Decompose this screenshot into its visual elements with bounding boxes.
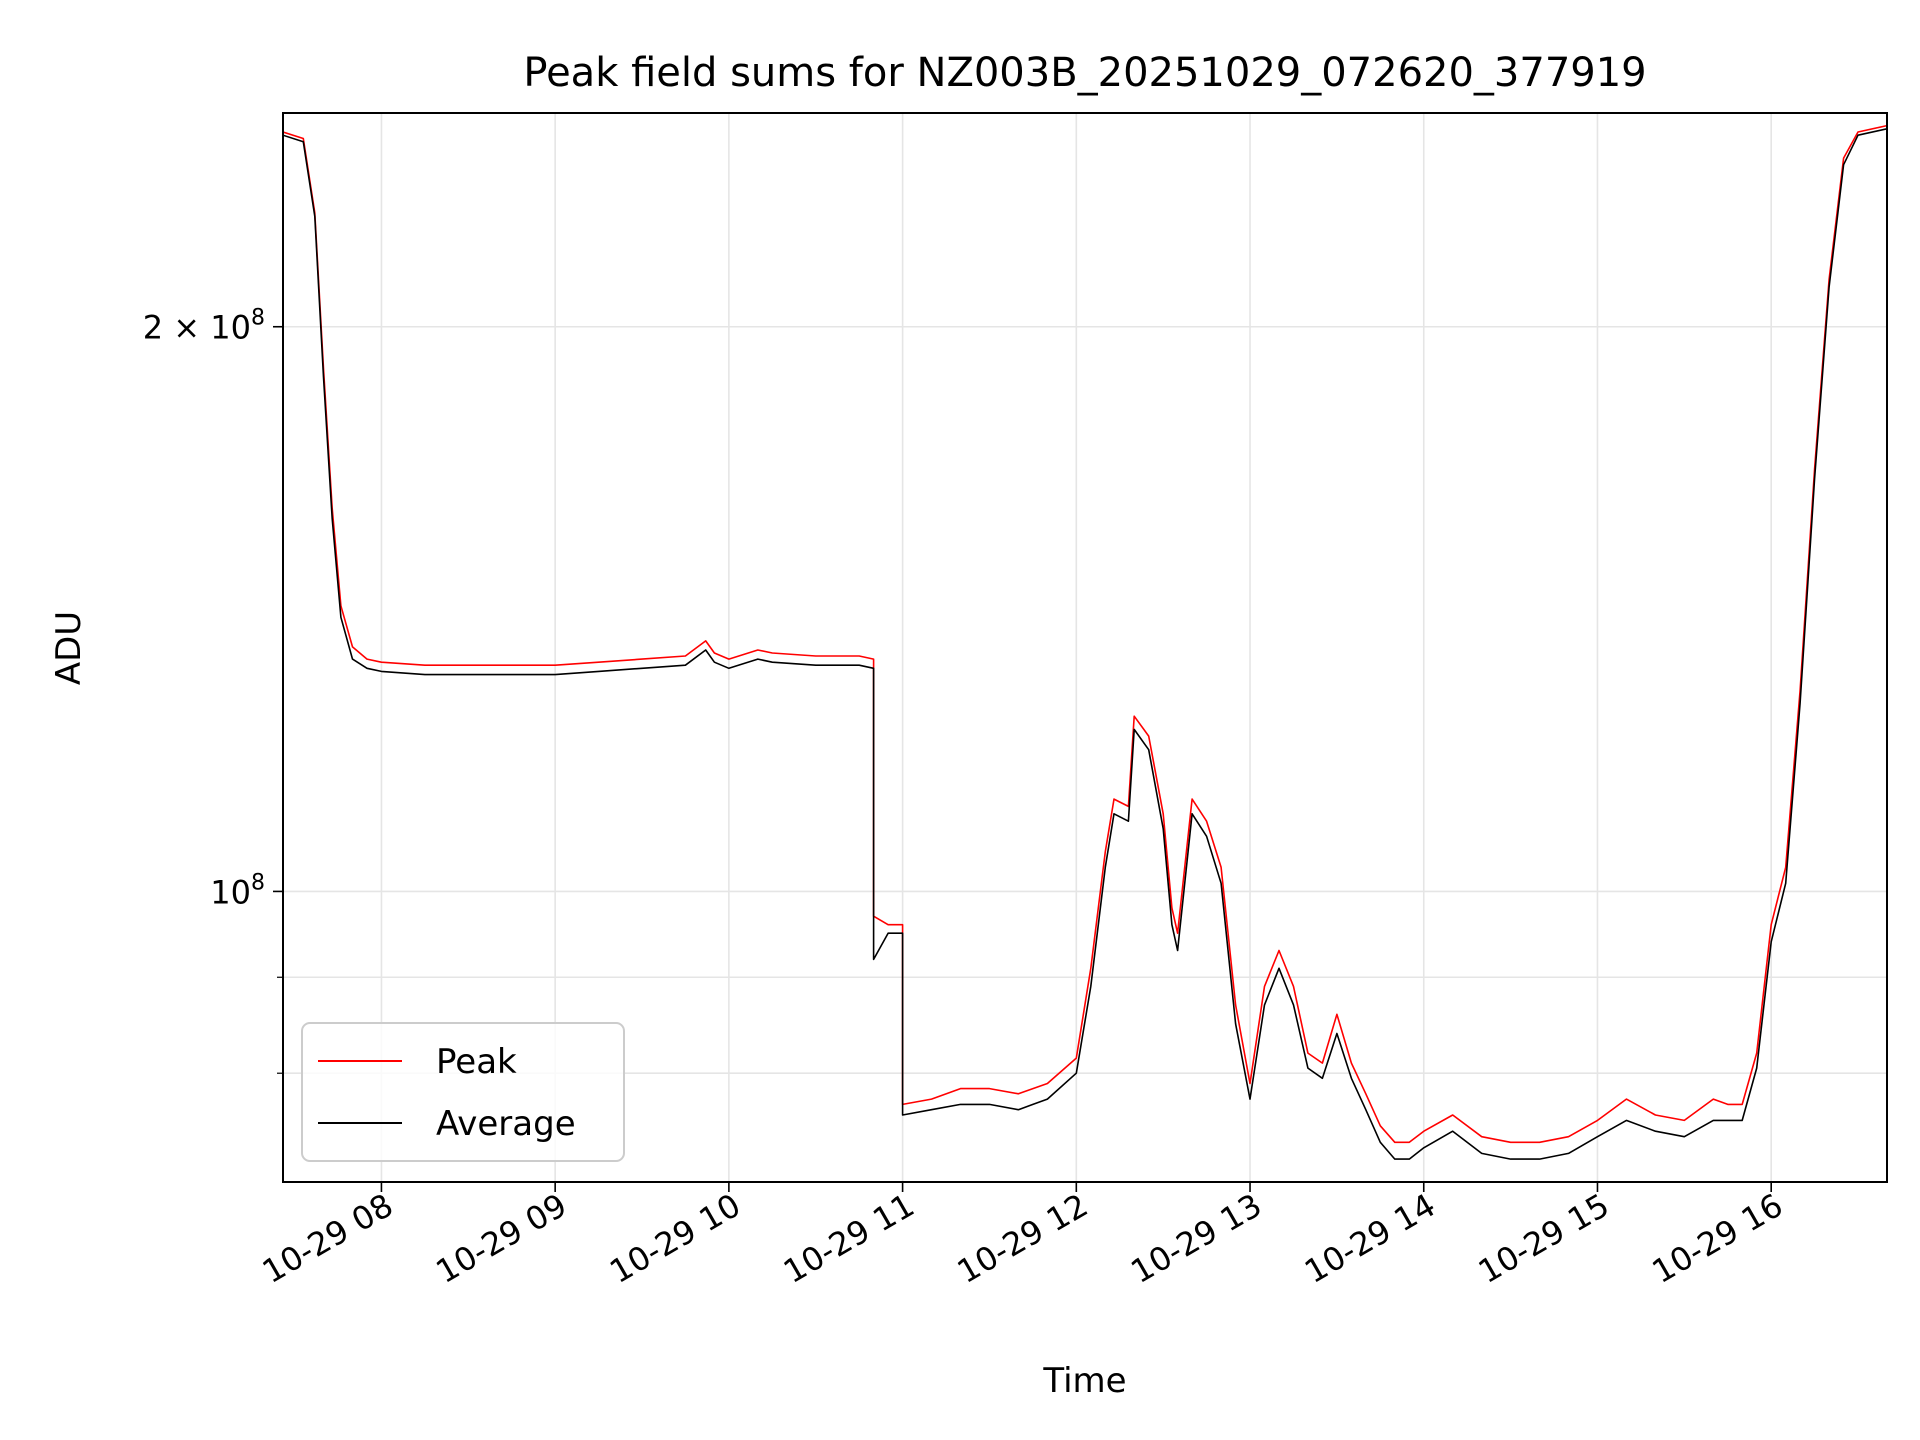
chart-title: Peak field sums for NZ003B_20251029_0726… xyxy=(523,50,1646,96)
legend-label-average: Average xyxy=(436,1104,576,1144)
y-axis-label: ADU xyxy=(49,611,89,685)
series-line-peak xyxy=(283,124,1887,1144)
series-line-average xyxy=(283,128,1887,1160)
legend-box xyxy=(301,1022,625,1162)
y-tick-label: 2 × 108 xyxy=(143,306,265,347)
plot-frame xyxy=(282,112,1888,1183)
y-tick-label: 108 xyxy=(210,870,265,911)
legend: Peak Average xyxy=(301,1022,625,1162)
legend-label-peak: Peak xyxy=(436,1042,517,1082)
series-lines xyxy=(283,124,1887,1160)
y-axis-ticks: 108 2 × 108 xyxy=(143,306,283,1074)
x-axis-label: Time xyxy=(1042,1361,1126,1401)
